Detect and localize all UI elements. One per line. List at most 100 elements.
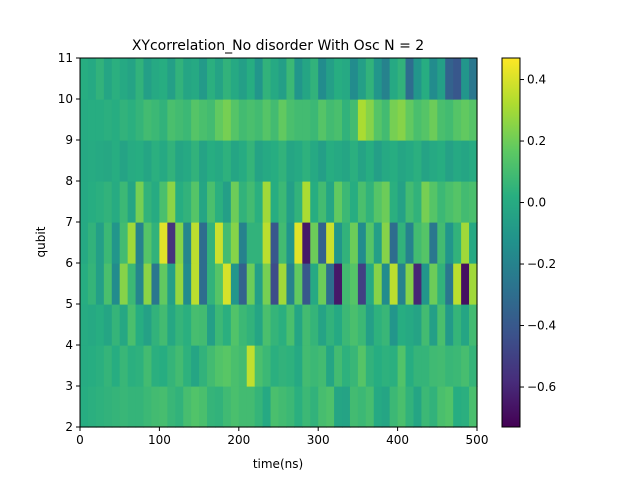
y-tick-label: 8 [65,174,73,188]
heatmap-cell [349,140,359,182]
heatmap-cell [461,58,470,100]
heatmap-cell [214,263,224,305]
heatmap-cell [246,58,256,100]
chart-title: XYcorrelation_No disorder With Osc N = 2 [132,38,424,54]
heatmap-cell [373,304,383,346]
heatmap-cell [246,222,256,264]
heatmap-cell [413,181,423,223]
heatmap-cell [214,140,224,182]
heatmap-cell [381,263,391,305]
heatmap-cell [286,304,295,346]
heatmap-cell [342,263,351,305]
heatmap-cell [127,222,137,264]
heatmap-cell [270,58,280,100]
heatmap-cell [80,263,89,305]
heatmap-cell [151,304,160,346]
heatmap-cell [421,304,430,346]
heatmap-cell [286,263,295,305]
heatmap-cell [373,345,383,387]
heatmap-cell [405,304,415,346]
heatmap-cell [310,345,319,387]
heatmap-cell [310,58,319,100]
heatmap-cell [445,345,454,387]
heatmap-cell [278,263,288,305]
heatmap-cell [286,222,295,264]
heatmap-cell [143,263,153,305]
heatmap-cell [294,263,303,305]
heatmap-cell [159,222,168,264]
heatmap-cell [207,386,216,428]
heatmap-cell [199,263,208,305]
heatmap-cell [111,263,121,305]
heatmap-cell [167,304,176,346]
heatmap-cell [429,140,438,182]
heatmap-cell [103,304,113,346]
heatmap-cell [230,58,240,100]
heatmap-cell [326,263,335,305]
heatmap-cell [103,386,113,428]
heatmap-cell [302,222,311,264]
heatmap-cell [270,99,280,141]
heatmap-cell [222,58,232,100]
heatmap-cell [342,304,351,346]
heatmap-cell [238,181,248,223]
heatmap-cell [373,263,383,305]
heatmap-cell [405,181,415,223]
heatmap-cell [127,181,137,223]
heatmap-cell [469,386,478,428]
heatmap-cell [318,58,327,100]
heatmap-cell [294,181,303,223]
heatmap-cell [254,58,264,100]
heatmap-cell [389,263,399,305]
heatmap-cell [80,58,89,100]
heatmap-cell [270,181,280,223]
heatmap-cell [143,345,153,387]
heatmap-cell [167,140,176,182]
heatmap-cell [373,140,383,182]
heatmap-cell [119,345,129,387]
heatmap-cell [397,99,407,141]
heatmap-cell [405,222,415,264]
heatmap-cells [80,58,478,428]
heatmap-cell [310,222,319,264]
heatmap-cell [175,386,184,428]
heatmap-cell [326,222,335,264]
heatmap-cell [469,58,478,100]
heatmap-cell [326,99,335,141]
heatmap-cell [175,99,184,141]
heatmap-cell [389,222,399,264]
heatmap-cell [437,99,446,141]
heatmap-cell [262,304,272,346]
heatmap-cell [111,181,121,223]
heatmap-cell [278,345,288,387]
heatmap-cell [421,345,430,387]
heatmap-cell [222,222,232,264]
heatmap-cell [437,345,446,387]
heatmap-cell [222,140,232,182]
heatmap-cell [151,181,160,223]
heatmap-cell [334,99,343,141]
heatmap-cell [238,99,248,141]
heatmap-cell [183,58,192,100]
heatmap-cell [159,263,168,305]
heatmap-cell [349,345,359,387]
heatmap-cell [238,58,248,100]
colorbar-tick-label: 0.2 [527,134,546,148]
heatmap-cell [413,222,423,264]
heatmap-cell [437,58,446,100]
heatmap-cell [445,58,454,100]
heatmap-cell [87,181,97,223]
heatmap-cell [151,263,160,305]
heatmap-cell [286,58,295,100]
heatmap-cell [437,386,446,428]
y-tick-label: 6 [65,256,73,270]
heatmap-cell [365,304,375,346]
heatmap-cell [429,304,438,346]
heatmap-cell [397,140,407,182]
heatmap-cell [365,222,375,264]
heatmap-cell [278,222,288,264]
heatmap-cell [95,222,105,264]
heatmap-cell [159,386,168,428]
heatmap-cell [207,58,216,100]
heatmap-cell [80,222,89,264]
